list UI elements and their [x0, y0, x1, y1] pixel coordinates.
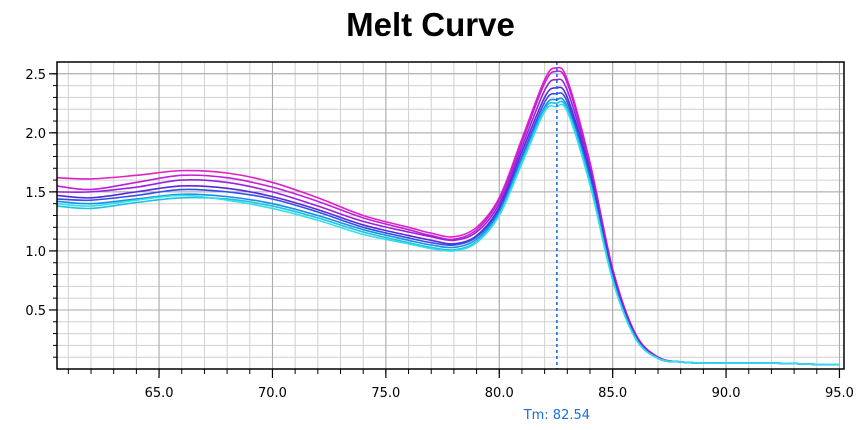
x-tick-label: 85.0 [598, 386, 627, 401]
y-tick-label: 1.0 [25, 245, 46, 260]
x-axis: 65.0 70.0 75.0 80.0 85.0 90.0 95.0 [68, 369, 854, 401]
x-tick-label: 70.0 [258, 386, 287, 401]
y-tick-label: 0.5 [25, 304, 46, 319]
y-tick-label: 2.0 [25, 127, 46, 142]
y-axis: 0.5 1.0 1.5 2.0 2.5 [25, 68, 57, 357]
x-tick-label: 95.0 [825, 386, 854, 401]
x-tick-label: 65.0 [145, 386, 174, 401]
x-tick-label: 90.0 [712, 386, 741, 401]
x-tick-label: 80.0 [485, 386, 514, 401]
y-tick-label: 1.5 [25, 186, 46, 201]
tm-label: Tm: 82.54 [523, 408, 590, 423]
x-tick-label: 75.0 [371, 386, 400, 401]
y-tick-label: 2.5 [25, 68, 46, 83]
